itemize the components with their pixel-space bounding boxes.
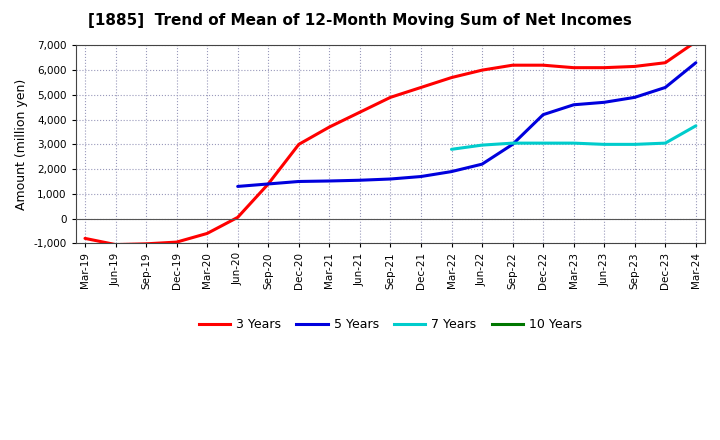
3 Years: [447, 75, 456, 80]
5 Years: [447, 169, 456, 174]
Line: 7 Years: 7 Years: [451, 126, 696, 149]
3 Years: [508, 62, 517, 68]
5 Years: [325, 178, 333, 183]
3 Years: [539, 62, 547, 68]
3 Years: [81, 236, 89, 241]
3 Years: [294, 142, 303, 147]
3 Years: [631, 64, 639, 69]
Legend: 3 Years, 5 Years, 7 Years, 10 Years: 3 Years, 5 Years, 7 Years, 10 Years: [194, 313, 587, 336]
7 Years: [600, 142, 608, 147]
7 Years: [631, 142, 639, 147]
3 Years: [172, 239, 181, 245]
3 Years: [111, 242, 120, 247]
3 Years: [570, 65, 578, 70]
7 Years: [661, 140, 670, 146]
5 Years: [386, 176, 395, 182]
5 Years: [417, 174, 426, 179]
5 Years: [264, 181, 273, 187]
3 Years: [264, 181, 273, 187]
3 Years: [661, 60, 670, 66]
7 Years: [478, 143, 487, 148]
5 Years: [570, 102, 578, 107]
7 Years: [508, 140, 517, 146]
7 Years: [539, 140, 547, 146]
Line: 3 Years: 3 Years: [85, 42, 696, 245]
5 Years: [691, 60, 700, 66]
3 Years: [600, 65, 608, 70]
5 Years: [508, 142, 517, 147]
3 Years: [691, 39, 700, 44]
5 Years: [539, 112, 547, 117]
7 Years: [691, 123, 700, 128]
5 Years: [631, 95, 639, 100]
3 Years: [233, 215, 242, 220]
7 Years: [570, 140, 578, 146]
3 Years: [325, 125, 333, 130]
5 Years: [233, 184, 242, 189]
5 Years: [356, 178, 364, 183]
7 Years: [447, 147, 456, 152]
5 Years: [478, 161, 487, 167]
Line: 5 Years: 5 Years: [238, 63, 696, 187]
5 Years: [294, 179, 303, 184]
3 Years: [386, 95, 395, 100]
3 Years: [417, 85, 426, 90]
5 Years: [600, 100, 608, 105]
Y-axis label: Amount (million yen): Amount (million yen): [15, 79, 28, 210]
3 Years: [356, 110, 364, 115]
5 Years: [661, 85, 670, 90]
3 Years: [203, 231, 212, 236]
3 Years: [478, 67, 487, 73]
Text: [1885]  Trend of Mean of 12-Month Moving Sum of Net Incomes: [1885] Trend of Mean of 12-Month Moving …: [88, 13, 632, 28]
3 Years: [142, 241, 150, 246]
